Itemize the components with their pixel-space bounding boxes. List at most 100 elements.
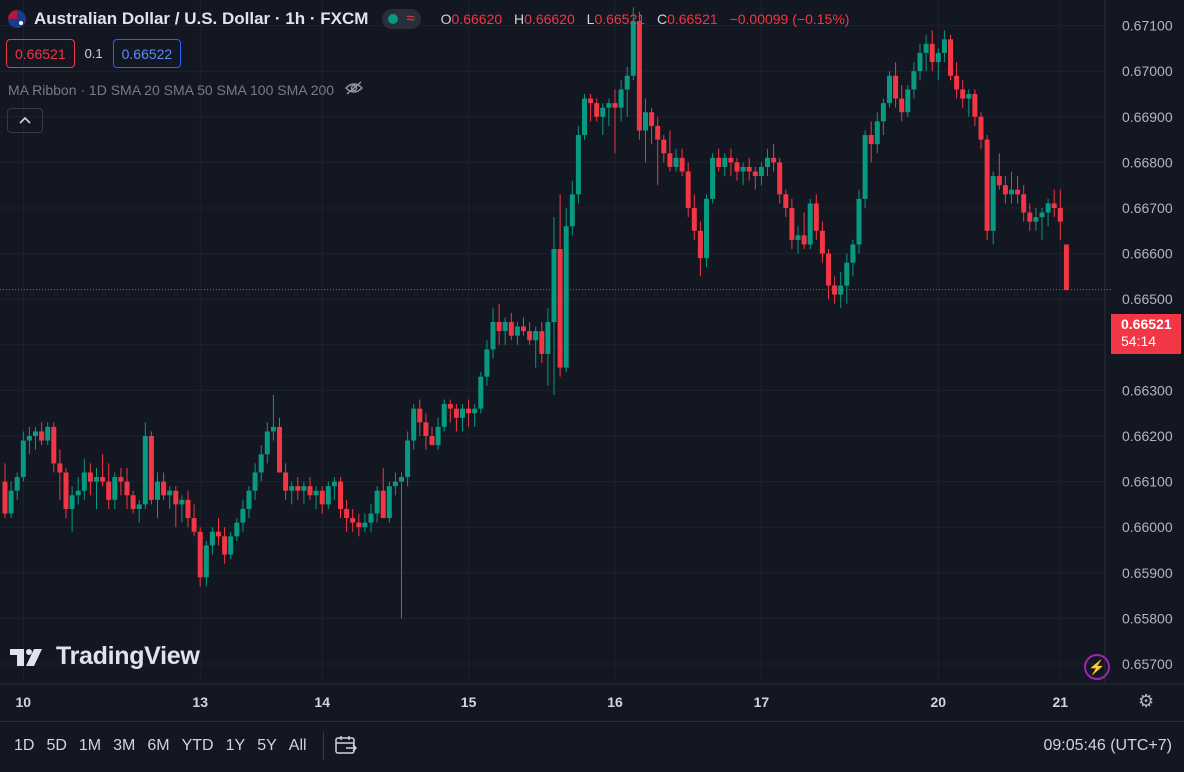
price-tick-label: 0.66500: [1122, 291, 1173, 307]
candle-body: [844, 262, 850, 286]
candle-body: [697, 230, 703, 259]
candle-body: [203, 545, 209, 578]
eye-hidden-icon[interactable]: [344, 80, 364, 100]
range-6m-button[interactable]: 6M: [147, 737, 170, 754]
candle-body: [1002, 185, 1008, 195]
candle-body: [270, 426, 276, 432]
range-ytd-button[interactable]: YTD: [181, 737, 214, 754]
candle-body: [527, 331, 533, 341]
candle-body: [417, 408, 423, 423]
range-5y-button[interactable]: 5Y: [257, 737, 277, 754]
symbol-title[interactable]: Australian Dollar / U.S. Dollar · 1h · F…: [34, 9, 369, 28]
time-tick-label: 15: [461, 694, 477, 710]
calendar-goto-icon[interactable]: [334, 734, 358, 762]
price-chart[interactable]: 0.65700 0.65800 0.65900 0.66000 0.66100 0.662…: [0, 0, 1184, 721]
candle-body: [222, 536, 228, 555]
candle-body: [722, 157, 728, 167]
candle-body: [1057, 208, 1063, 222]
candle-body: [728, 157, 734, 163]
lightning-icon[interactable]: ⚡: [1084, 654, 1110, 680]
candle-body: [435, 426, 441, 446]
range-1m-button[interactable]: 1M: [78, 737, 102, 754]
range-all-button[interactable]: All: [288, 737, 307, 754]
gear-icon[interactable]: ⚙: [1138, 691, 1155, 711]
range-3m-button[interactable]: 3M: [113, 737, 136, 754]
flag-au-us-icon: [8, 10, 26, 28]
price-tick-label: 0.66700: [1122, 200, 1173, 216]
candle-body: [966, 94, 972, 99]
candle-body: [344, 508, 350, 519]
candle-body: [545, 322, 551, 354]
candle-body: [1027, 212, 1033, 222]
candle-body: [399, 477, 404, 482]
range-1y-button[interactable]: 1Y: [225, 737, 246, 754]
candle-body: [368, 513, 374, 523]
indicator-legend[interactable]: MA Ribbon · 1D SMA 20 SMA 50 SMA 100 SMA…: [8, 80, 364, 100]
watermark-text: TradingView: [56, 642, 200, 670]
candle-body: [954, 75, 960, 90]
candle-body: [746, 166, 752, 172]
candle-body: [734, 162, 740, 172]
candle-body: [923, 43, 929, 53]
time-tick-label: 20: [931, 694, 947, 710]
candle-body: [624, 75, 630, 90]
ohlc-values: O0.66620 H0.66620 L0.66521 C0.66521 −0.0…: [441, 11, 858, 27]
candle-body: [618, 89, 624, 108]
candle-body: [990, 176, 996, 231]
candle-body: [209, 531, 215, 546]
timezone-clock[interactable]: 09:05:46 (UTC+7): [1043, 737, 1172, 754]
tradingview-logo-icon: [10, 648, 42, 666]
market-status-pill[interactable]: ≈: [382, 9, 421, 29]
candle-body: [563, 226, 569, 368]
buy-button[interactable]: 0.66522: [112, 39, 182, 68]
range-5d-button[interactable]: 5D: [46, 737, 67, 754]
candle-body: [514, 326, 520, 336]
candle-body: [612, 103, 618, 108]
candle-body: [630, 21, 636, 76]
candle-body: [960, 89, 966, 99]
candle-body: [777, 162, 783, 195]
candle-body: [14, 477, 20, 491]
candle-body: [246, 490, 252, 509]
candle-body: [551, 249, 557, 322]
candle-body: [978, 116, 984, 140]
candle-body: [386, 486, 392, 519]
candle-body: [716, 157, 722, 167]
symbol-legend[interactable]: Australian Dollar / U.S. Dollar · 1h · F…: [8, 8, 857, 30]
candle-body: [582, 98, 587, 136]
status-dot-icon: [388, 14, 399, 24]
candle-body: [264, 431, 270, 455]
candle-body: [673, 157, 679, 167]
candle-body: [935, 52, 941, 63]
candle-body: [521, 326, 526, 332]
price-axis[interactable]: 0.65700 0.65800 0.65900 0.66000 0.66100 0.662…: [1122, 18, 1173, 672]
candle-body: [533, 331, 539, 341]
price-tick-label: 0.66300: [1122, 382, 1173, 398]
candle-body: [685, 171, 691, 208]
candle-body: [783, 194, 789, 208]
candle-body: [752, 171, 758, 177]
candle-body: [874, 121, 880, 145]
candle-body: [1021, 194, 1027, 213]
candle-body: [880, 103, 886, 122]
high-label: H: [514, 11, 525, 27]
candle-body: [868, 135, 874, 145]
candle-body: [1033, 217, 1039, 222]
candle-body: [606, 103, 612, 108]
collapse-legend-button[interactable]: [7, 108, 43, 133]
price-tick-label: 0.66600: [1122, 246, 1173, 262]
price-tick-label: 0.66100: [1122, 474, 1173, 490]
candle-body: [600, 107, 606, 117]
range-1d-button[interactable]: 1D: [14, 737, 35, 754]
time-axis[interactable]: 10 13 14 15 16 17 20 21: [16, 694, 1069, 710]
candle-body: [75, 490, 81, 496]
candle-body: [862, 135, 868, 199]
candle-body: [758, 166, 764, 177]
candle-body: [661, 139, 667, 154]
bar-countdown: 54:14: [1121, 333, 1157, 349]
candle-body: [313, 490, 319, 496]
candle-body: [655, 125, 661, 140]
sell-button[interactable]: 0.66521: [6, 39, 75, 68]
time-tick-label: 21: [1053, 694, 1069, 710]
candle-body: [69, 495, 75, 509]
